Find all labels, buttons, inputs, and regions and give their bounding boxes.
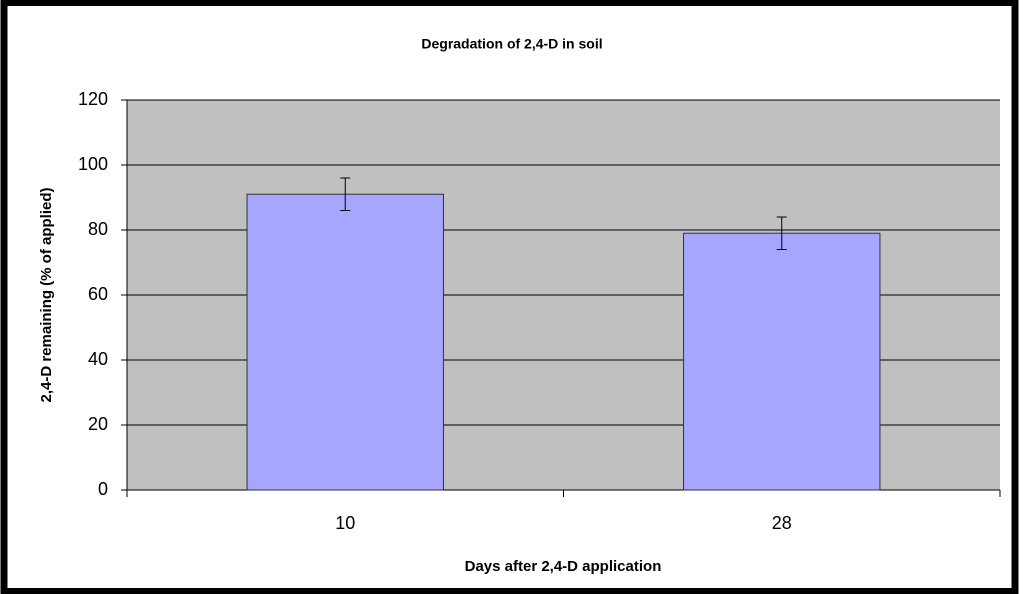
y-tick-label: 100 [78, 154, 108, 174]
x-tick-label: 28 [772, 513, 792, 533]
x-tick-label: 10 [335, 513, 355, 533]
y-axis-label: 2,4-D remaining (% of applied) [38, 187, 55, 402]
y-tick-label: 80 [88, 219, 108, 239]
x-axis-label: Days after 2,4-D application [465, 558, 662, 575]
chart-title: Degradation of 2,4-D in soil [421, 36, 602, 52]
y-tick-label: 120 [78, 89, 108, 109]
y-tick-label: 20 [88, 414, 108, 434]
y-tick-label: 0 [98, 479, 108, 499]
bar [246, 193, 444, 491]
bar [683, 232, 881, 491]
y-tick-label: 40 [88, 349, 108, 369]
y-tick-label: 60 [88, 284, 108, 304]
